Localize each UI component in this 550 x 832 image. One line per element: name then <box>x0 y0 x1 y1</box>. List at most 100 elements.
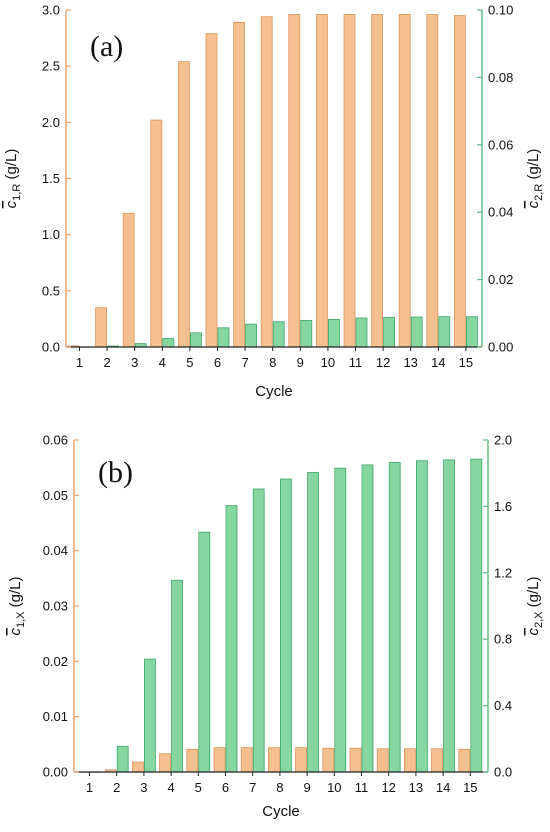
bar-right-series-6 <box>225 505 238 773</box>
left-y-axis-title-symbol: c <box>7 628 24 636</box>
left-tick-label-4: 2.0 <box>42 115 60 130</box>
right-tick-label-1: 0.02 <box>488 272 513 287</box>
x-tick-label-8: 8 <box>269 355 276 370</box>
right-tick-label-4: 0.08 <box>488 70 513 85</box>
right-y-axis-title: c2,R (g/L) <box>525 149 545 209</box>
left-tick-label-6: 0.06 <box>43 433 68 448</box>
right-y-axis-title-subscript: 2,X <box>533 611 545 628</box>
bar-right-series-10 <box>327 318 340 348</box>
bar-right-series-2 <box>116 745 129 773</box>
left-y-axis-title-text: c1,X (g/L) <box>7 576 27 635</box>
x-tick-label-4: 4 <box>167 780 174 795</box>
bar-right-series-11 <box>361 464 374 773</box>
x-tick-label-12: 12 <box>376 355 390 370</box>
left-y-axis-title-symbol: c <box>3 200 20 208</box>
right-tick-label-2: 0.04 <box>488 205 513 220</box>
bar-left-series-15 <box>458 748 471 773</box>
bar-left-series-15 <box>453 15 466 348</box>
right-y-axis-title-text: c2,R (g/L) <box>525 149 545 209</box>
bar-right-series-13 <box>415 460 428 773</box>
bar-left-series-4 <box>159 753 172 773</box>
bar-left-series-5 <box>177 61 190 348</box>
bar-left-series-12 <box>376 748 389 773</box>
bar-right-series-9 <box>307 471 320 773</box>
left-tick-label-3: 1.5 <box>42 171 60 186</box>
x-tick-label-7: 7 <box>241 355 248 370</box>
left-tick-label-4: 0.04 <box>43 543 68 558</box>
right-y-axis-title-symbol: c <box>525 200 542 208</box>
x-tick-label-13: 13 <box>403 355 417 370</box>
left-tick-label-2: 0.02 <box>43 654 68 669</box>
x-tick-label-3: 3 <box>131 355 138 370</box>
right-tick-label-3: 1.2 <box>494 565 512 580</box>
right-tick-label-3: 0.06 <box>488 137 513 152</box>
bar-right-series-8 <box>279 478 292 773</box>
bar-left-series-5 <box>186 748 199 773</box>
bar-left-series-4 <box>150 119 163 348</box>
x-tick-label-2: 2 <box>113 780 120 795</box>
bar-right-series-11 <box>355 317 368 348</box>
x-tick-label-6: 6 <box>222 780 229 795</box>
bar-right-series-9 <box>300 319 313 348</box>
bar-left-series-13 <box>403 748 416 773</box>
bar-left-series-3 <box>122 212 135 348</box>
bar-right-series-14 <box>443 459 456 773</box>
x-tick-label-15: 15 <box>463 780 477 795</box>
x-tick-label-13: 13 <box>409 780 423 795</box>
bar-right-series-12 <box>383 316 396 348</box>
left-y-axis-title-unit: (g/L) <box>3 149 20 184</box>
right-y-axis-title-text: c2,X (g/L) <box>525 576 545 635</box>
bar-right-series-10 <box>334 467 347 773</box>
bar-right-series-12 <box>388 462 401 773</box>
x-tick-label-14: 14 <box>431 355 445 370</box>
left-y-axis-title: c1,R (g/L) <box>3 149 23 209</box>
right-tick-label-0: 0.0 <box>494 765 512 780</box>
bar-right-series-14 <box>438 316 451 348</box>
x-tick-label-11: 11 <box>355 780 369 795</box>
x-axis-title: Cycle <box>262 803 300 820</box>
left-tick-label-0: 0.00 <box>43 765 68 780</box>
right-tick-label-5: 0.10 <box>488 3 513 18</box>
bar-left-series-11 <box>349 747 362 773</box>
x-tick-label-9: 9 <box>297 355 304 370</box>
left-y-axis-title: c1,X (g/L) <box>7 576 27 635</box>
bar-right-series-4 <box>171 579 184 773</box>
x-tick-label-10: 10 <box>327 780 341 795</box>
right-tick-label-2: 0.8 <box>494 632 512 647</box>
bar-left-series-6 <box>205 33 218 348</box>
x-tick-label-1: 1 <box>86 780 93 795</box>
x-tick-label-12: 12 <box>381 780 395 795</box>
right-y-axis-title-subscript: 2,R <box>533 184 545 201</box>
left-tick-label-5: 0.05 <box>43 488 68 503</box>
chart-panel-a: 0.0 0.5 1.0 1.5 2.0 2.5 3.0 0.00 0.02 0.04 0.06 0.0… <box>3 3 545 401</box>
bar-left-series-8 <box>260 16 273 348</box>
left-tick-label-5: 2.5 <box>42 59 60 74</box>
x-tick-label-5: 5 <box>186 355 193 370</box>
right-y-axis-title-unit: (g/L) <box>525 149 542 184</box>
bar-left-series-12 <box>371 14 384 348</box>
x-tick-label-2: 2 <box>103 355 110 370</box>
x-tick-label-11: 11 <box>349 355 363 370</box>
bar-left-series-14 <box>431 748 444 773</box>
x-tick-label-10: 10 <box>321 355 335 370</box>
bar-right-series-4 <box>162 338 175 348</box>
left-y-axis-title-subscript: 1,X <box>15 611 27 628</box>
bar-left-series-13 <box>398 14 411 348</box>
bar-left-series-9 <box>295 747 308 773</box>
bar-right-series-3 <box>143 658 156 773</box>
right-y-axis-title-unit: (g/L) <box>525 576 542 611</box>
bar-right-series-5 <box>189 332 202 348</box>
panel-label: (a) <box>90 30 123 63</box>
x-axis-title: Cycle <box>255 383 293 400</box>
x-tick-label-1: 1 <box>76 355 83 370</box>
bar-right-series-7 <box>252 488 265 773</box>
bar-left-series-7 <box>233 21 246 348</box>
bar-left-series-10 <box>315 14 328 348</box>
bar-right-series-8 <box>272 321 285 348</box>
left-y-axis-title-unit: (g/L) <box>7 576 24 611</box>
left-tick-label-1: 0.5 <box>42 283 60 298</box>
bar-right-series-7 <box>245 323 258 348</box>
bar-left-series-10 <box>322 747 335 773</box>
bar-left-series-3 <box>131 761 144 773</box>
